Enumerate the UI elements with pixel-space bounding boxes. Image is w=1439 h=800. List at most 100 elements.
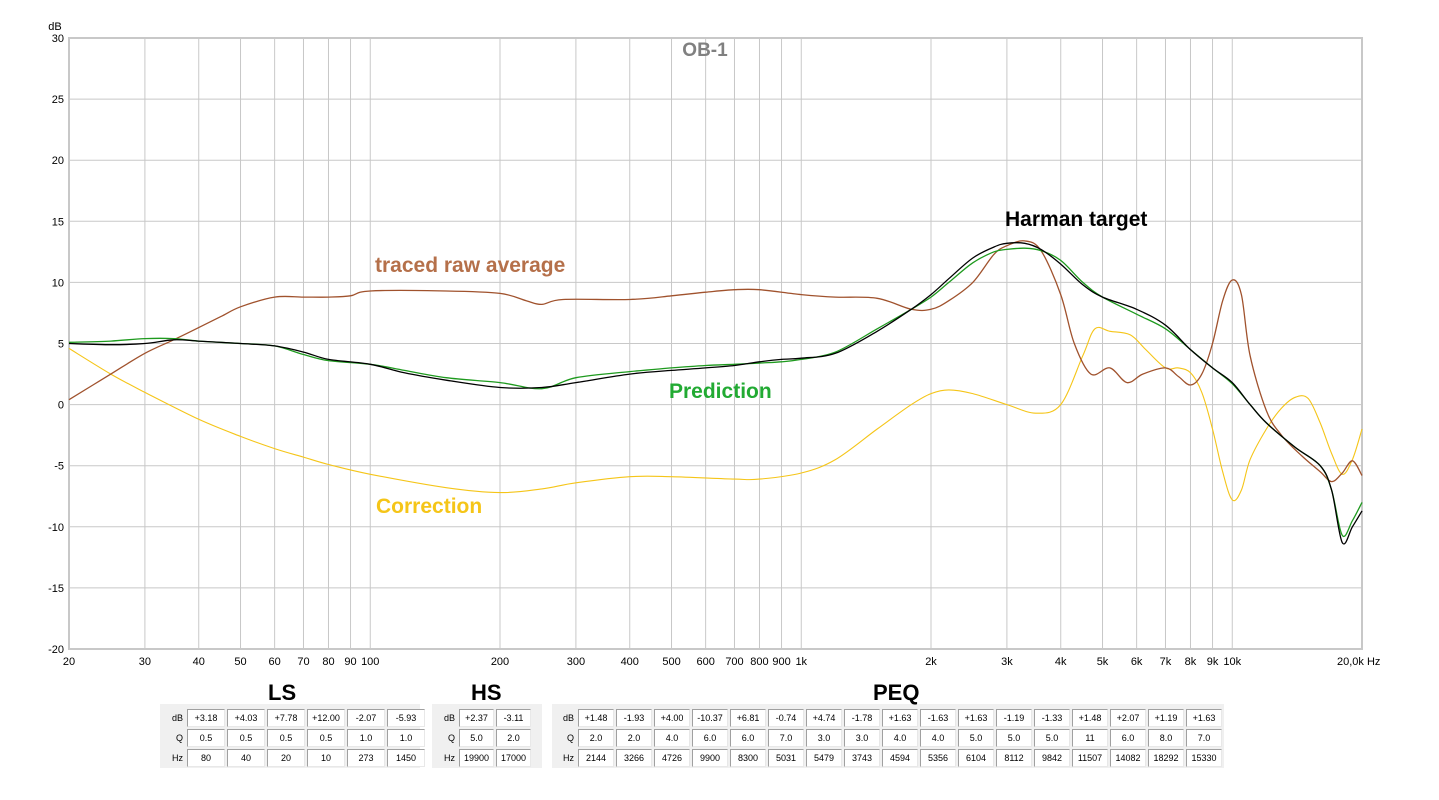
eq-cell: 4.0 [920,729,956,747]
eq-row: dB +3.18 +4.03 +7.78 +12.00 -2.07 -5.93 [167,709,425,727]
eq-cell: 15330 [1186,749,1222,767]
eq-row: Hz 2144 3266 4726 9900 8300 5031 5479 3743 4594 53… [558,749,1222,767]
eq-cell: -1.33 [1034,709,1070,727]
eq-cell: 3.0 [844,729,880,747]
eq-cell: -1.78 [844,709,880,727]
eq-cell: 7.0 [1186,729,1222,747]
eq-cell: 273 [347,749,385,767]
eq-row: Q 2.0 2.0 4.0 6.0 6.0 7.0 3.0 3.0 4.0 4.0 5.0 5.0 5.0… [558,729,1222,747]
x-tick-label: 20 [63,656,75,668]
eq-cell: 18292 [1148,749,1184,767]
eq-cell: +1.48 [1072,709,1108,727]
x-tick-label: 7k [1160,656,1172,668]
eq-cell: -3.11 [496,709,531,727]
eq-cell: +4.74 [806,709,842,727]
eq-cell: 6.0 [692,729,728,747]
x-axis: 20 30 40 50 60 70 80 90 100 200 300 400 500 600 700 800… [63,656,1381,668]
eq-cell: 1.0 [387,729,425,747]
x-tick-label: 400 [621,656,639,668]
x-tick-label: 40 [193,656,205,668]
eq-cell: 8.0 [1148,729,1184,747]
eq-cell: 1450 [387,749,425,767]
eq-cell: 5.0 [996,729,1032,747]
eq-cell: +1.63 [882,709,918,727]
eq-cell: 0.5 [227,729,265,747]
x-tick-label: 50 [234,656,246,668]
eq-cell: 9842 [1034,749,1070,767]
y-tick-label: 20 [52,155,64,167]
row-label: Hz [172,753,183,763]
eq-cell: 5.0 [1034,729,1070,747]
eq-cell: -0.74 [768,709,804,727]
row-label: Q [447,733,455,743]
correction-label: Correction [376,495,482,518]
eq-row: dB +1.48 -1.93 +4.00 -10.37 +6.81 -0.74 +4.74 -1… [558,709,1222,727]
eq-cell: -10.37 [692,709,728,727]
row-label: Hz [563,753,574,763]
eq-cell: 5479 [806,749,842,767]
x-tick-label: 9k [1207,656,1219,668]
eq-cell: 2.0 [496,729,531,747]
x-tick-label: 1k [795,656,807,668]
y-tick-label: 15 [52,216,64,228]
y-tick-label: 30 [52,33,64,45]
x-tick-label: 200 [491,656,509,668]
x-tick-label: 2k [925,656,937,668]
eq-cell: 0.5 [187,729,225,747]
row-label: dB [171,713,183,723]
series-labels: traced raw average Harman target Predictio… [375,208,1147,518]
y-tick-label: 25 [52,94,64,106]
x-tick-label: 30 [139,656,151,668]
eq-row: dB +2.37 -3.11 [439,709,531,727]
y-tick-label: 5 [58,339,64,351]
eq-cell: 40 [227,749,265,767]
ls-title: LS [268,680,297,705]
y-tick-label: -20 [48,644,64,656]
eq-row: Q 5.0 2.0 [439,729,531,747]
eq-cell: +1.63 [1186,709,1222,727]
y-tick-label: 10 [52,277,64,289]
eq-cell: +2.07 [1110,709,1146,727]
eq-cell: 17000 [496,749,531,767]
eq-cell: +3.18 [187,709,225,727]
eq-cell: 3743 [844,749,880,767]
x-tick-label: 70 [297,656,309,668]
eq-cell: +1.63 [958,709,994,727]
x-tick-label: 6k [1131,656,1143,668]
eq-cell: 5.0 [459,729,494,747]
peq-title: PEQ [873,680,920,705]
x-tick-label: 20,0k Hz [1337,656,1380,668]
y-tick-label: -15 [48,583,64,595]
x-tick-label: 300 [567,656,585,668]
correction-line [68,326,1363,502]
x-tick-label: 10k [1223,656,1241,668]
y-axis: 30 25 20 15 10 5 0 -5 -10 -15 -20 [48,33,64,656]
eq-cell: -1.63 [920,709,956,727]
row-label: dB [443,713,455,723]
x-tick-label: 3k [1001,656,1013,668]
eq-cell: -2.07 [347,709,385,727]
eq-cell: -1.19 [996,709,1032,727]
harman-target-label: Harman target [1005,208,1147,231]
y-axis-label: dB [48,21,61,33]
eq-cell: 2.0 [616,729,652,747]
x-tick-label: 700 [725,656,743,668]
eq-cell: 0.5 [267,729,305,747]
eq-cell: 4594 [882,749,918,767]
eq-cell: 5.0 [958,729,994,747]
x-tick-label: 5k [1097,656,1109,668]
eq-cell: 4.0 [882,729,918,747]
x-tick-label: 4k [1055,656,1067,668]
row-label: Q [566,733,574,743]
hs-table: dB +2.37 -3.11 Q 5.0 2.0 Hz 19900 17000 [437,707,533,769]
eq-cell: -5.93 [387,709,425,727]
traced-raw-average-line [68,240,1363,483]
ls-table: dB +3.18 +4.03 +7.78 +12.00 -2.07 -5.93 Q 0.5 0.5… [165,707,427,769]
eq-cell: 6.0 [1110,729,1146,747]
x-tick-label: 100 [361,656,379,668]
prediction-line [68,247,1363,538]
harman-target-line [68,242,1363,545]
eq-cell: 5356 [920,749,956,767]
x-tick-label: 800 [750,656,768,668]
